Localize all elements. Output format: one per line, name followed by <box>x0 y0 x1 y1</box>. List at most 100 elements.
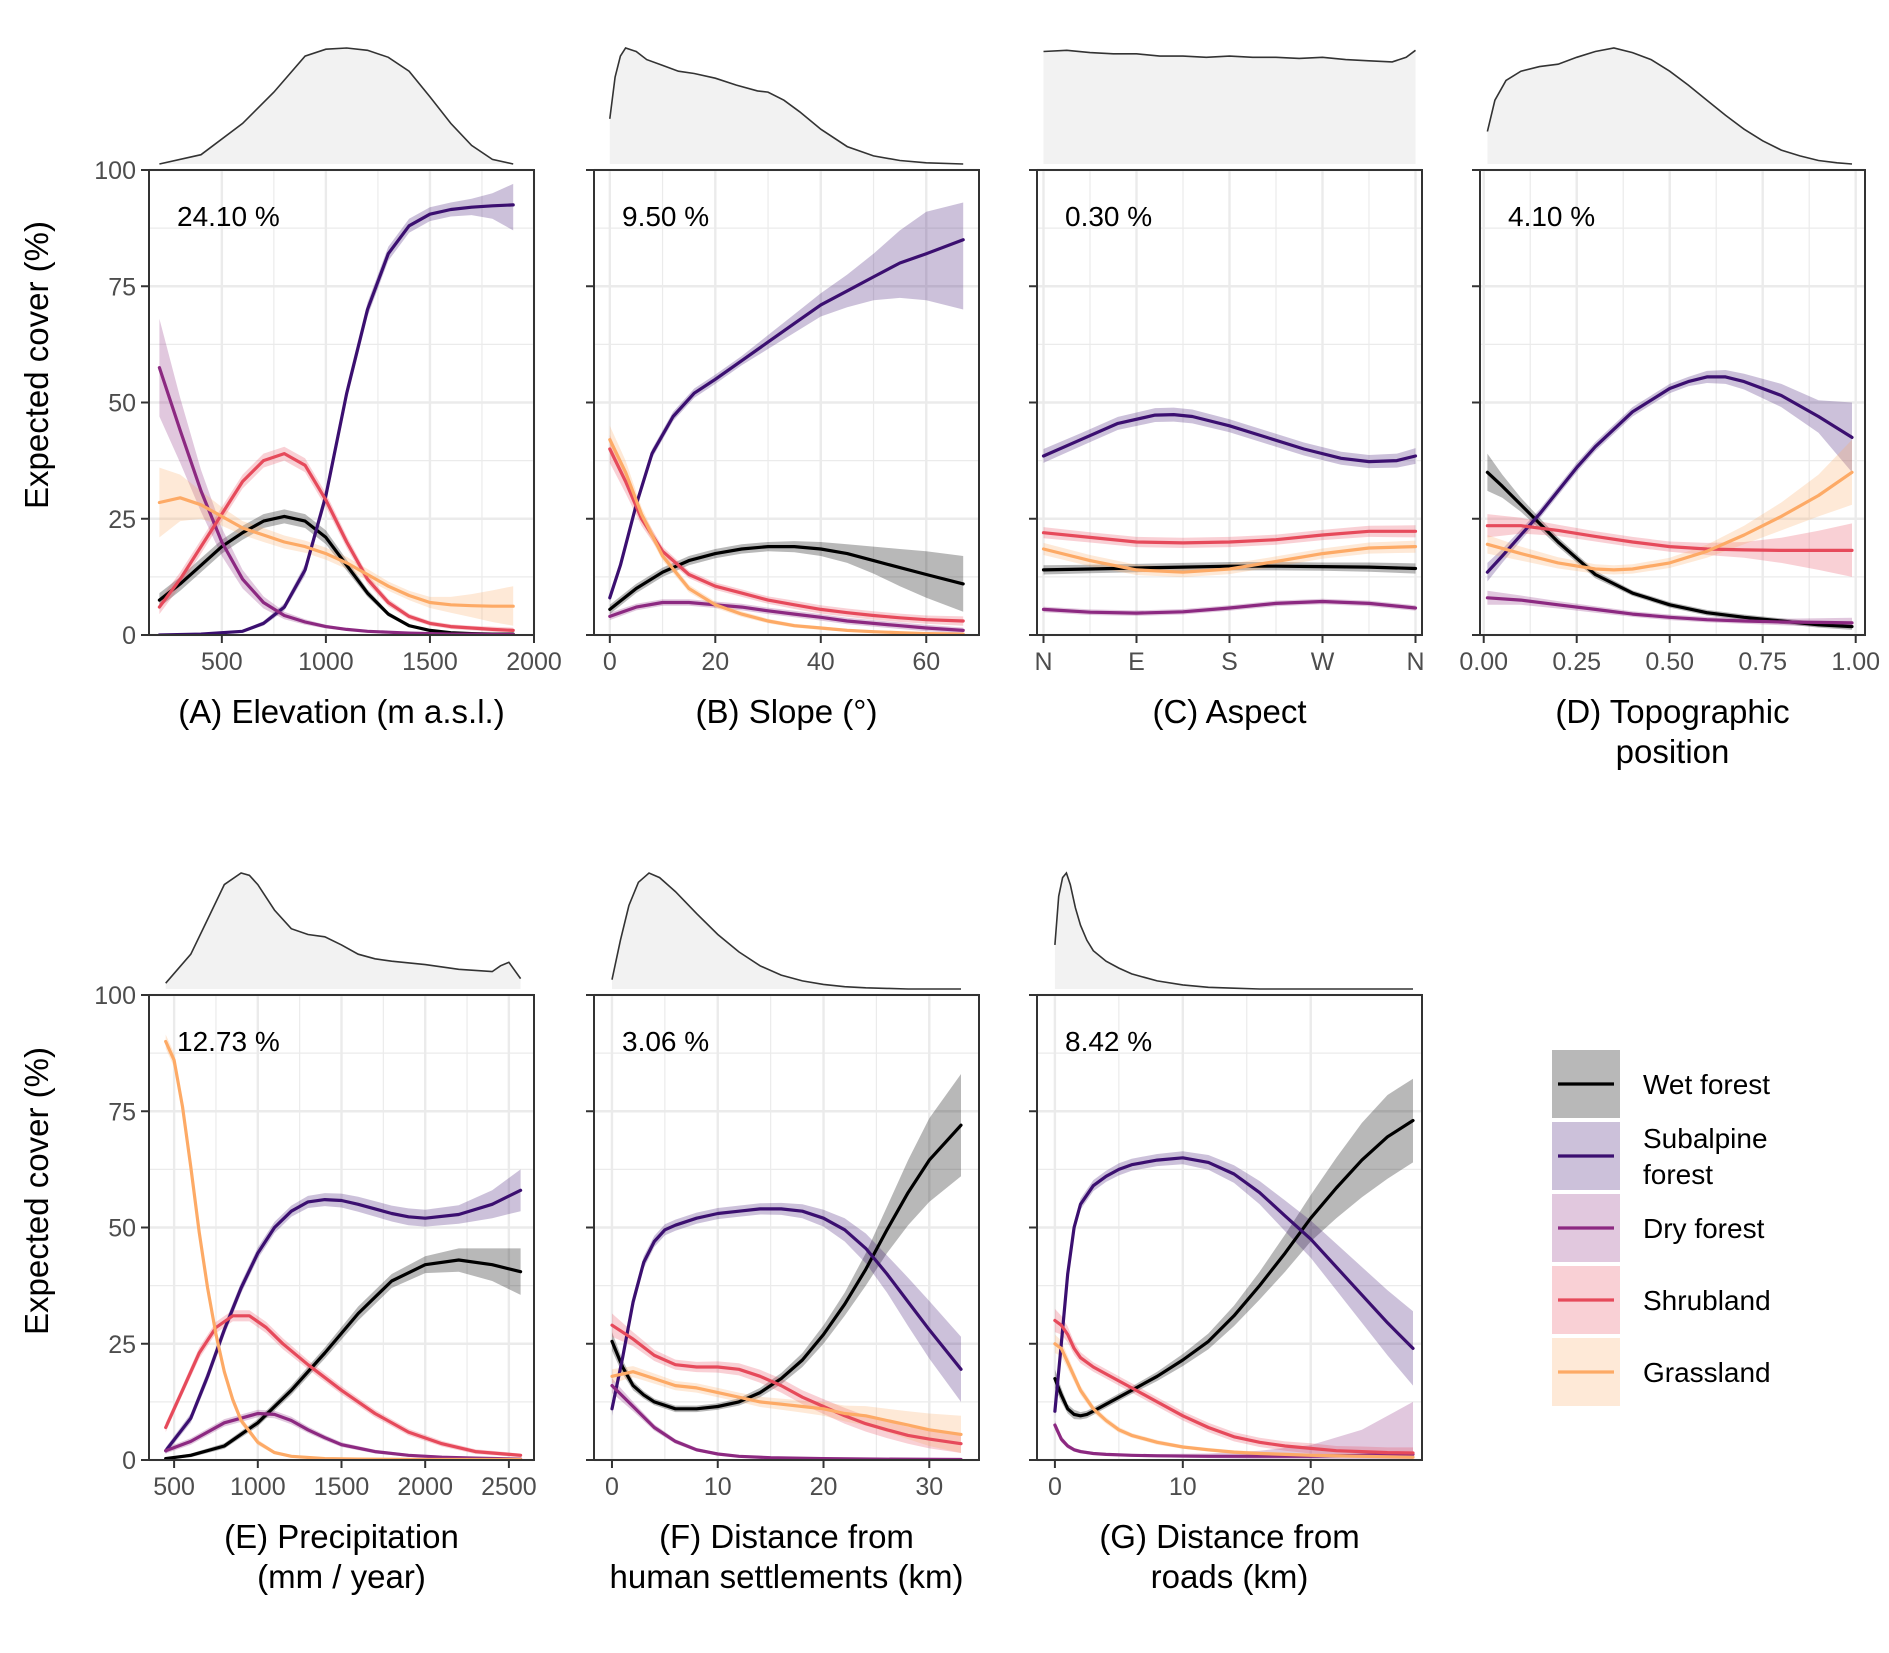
dry_forest-ribbon <box>159 318 514 635</box>
subalpine_forest-ribbon <box>1054 1151 1413 1419</box>
variable-importance-label: 9.50 % <box>622 201 709 232</box>
panel-E: 0 25 50 75 100 500 1000 1500 2000 2500 (E) Precipi… <box>94 872 537 1595</box>
x-tick-label: 0.25 <box>1552 648 1601 676</box>
series-layer <box>610 1074 963 1460</box>
legend-label: Dry forest <box>1643 1213 1765 1244</box>
grassland-line <box>1041 545 1418 574</box>
x-axis-title: (B) Slope (°) <box>696 693 878 730</box>
density-area <box>165 873 521 989</box>
x-axis-title: roads (km) <box>1151 1558 1309 1595</box>
grassland-ribbon <box>1487 439 1852 575</box>
wet_forest-ribbon <box>165 1248 521 1460</box>
grassland-line <box>1485 470 1854 572</box>
legend-item-subalpine-forest: Subalpine forest <box>1552 1122 1768 1190</box>
wet_forest-line <box>1053 1118 1415 1418</box>
x-tick-label: N <box>1034 648 1052 676</box>
x-axis-title: (mm / year) <box>257 1558 426 1595</box>
series-layer <box>1485 370 1854 630</box>
shrubland-line <box>1053 1318 1415 1455</box>
series-layer <box>1053 1078 1415 1460</box>
x-axis-title: position <box>1616 733 1730 770</box>
wet_forest-line <box>610 1123 963 1411</box>
x-tick-label: 0 <box>605 1473 619 1501</box>
x-tick-label: 20 <box>810 1473 838 1501</box>
dry_forest-line <box>1041 599 1418 615</box>
shrubland-line <box>1485 524 1854 552</box>
x-tick-label: 60 <box>912 648 940 676</box>
subalpine_forest-ribbon <box>609 202 964 603</box>
x-axis-title: (D) Topographic <box>1555 693 1789 730</box>
series-layer <box>164 1034 523 1460</box>
variable-importance-label: 0.30 % <box>1065 201 1152 232</box>
variable-importance-label: 12.73 % <box>177 1026 280 1057</box>
subalpine_forest-line <box>1485 375 1854 574</box>
x-axis-title: (A) Elevation (m a.s.l.) <box>178 693 504 730</box>
variable-importance-label: 4.10 % <box>1508 201 1595 232</box>
x-tick-label: 0.75 <box>1738 648 1787 676</box>
gridlines <box>1480 168 1865 637</box>
legend-label: Wet forest <box>1643 1069 1770 1100</box>
x-axis-title: (G) Distance from <box>1099 1518 1359 1555</box>
dry_forest-ribbon <box>1054 1401 1413 1460</box>
panel-D: 0.00 0.25 0.50 0.75 1.00 (D) Topographicposit… <box>1459 47 1880 770</box>
x-tick-label: 500 <box>201 648 243 676</box>
x-tick-label: 40 <box>807 648 835 676</box>
wet_forest-ribbon <box>1054 1078 1413 1420</box>
legend-label: Grassland <box>1643 1357 1771 1388</box>
x-axis-title: human settlements (km) <box>610 1558 964 1595</box>
variable-importance-label: 3.06 % <box>622 1026 709 1057</box>
x-tick-label: S <box>1221 648 1238 676</box>
subalpine_forest-ribbon <box>165 1169 521 1454</box>
x-tick-label: 0.50 <box>1645 648 1694 676</box>
density-line <box>1486 47 1853 165</box>
grassland-ribbon <box>159 467 514 626</box>
series-layer <box>1041 407 1418 616</box>
density-area <box>1054 873 1413 989</box>
x-tick-label: 10 <box>1169 1473 1197 1501</box>
legend-item-shrubland: Shrubland <box>1552 1266 1771 1334</box>
y-tick-label: 50 <box>108 1215 136 1243</box>
series-layer <box>608 202 965 635</box>
y-tick-label: 0 <box>122 622 136 650</box>
subalpine_forest-line <box>1053 1156 1415 1413</box>
wet_forest-line <box>1041 564 1418 572</box>
shrubland-line <box>157 452 515 632</box>
legend-item-grassland: Grassland <box>1552 1338 1771 1406</box>
density-area <box>612 873 961 989</box>
grassland-line <box>1053 1342 1415 1459</box>
x-axis-title: (C) Aspect <box>1152 693 1306 730</box>
x-tick-label: 2500 <box>481 1473 537 1501</box>
dry_forest-line <box>608 600 965 632</box>
x-tick-label: 30 <box>915 1473 943 1501</box>
wet_forest-line <box>608 545 965 611</box>
x-tick-label: N <box>1406 648 1424 676</box>
variable-importance-label: 24.10 % <box>177 201 280 232</box>
y-tick-label: 0 <box>122 1447 136 1475</box>
x-tick-label: 20 <box>1297 1473 1325 1501</box>
x-tick-label: 10 <box>704 1473 732 1501</box>
x-tick-label: 1500 <box>402 648 458 676</box>
shrubland-line <box>1041 529 1418 545</box>
x-tick-label: 1000 <box>230 1473 286 1501</box>
legend-label: Subalpine <box>1643 1123 1768 1154</box>
dry_forest-line <box>1485 596 1854 625</box>
x-tick-label: 0 <box>1048 1473 1062 1501</box>
density-line <box>159 47 514 165</box>
y-tick-label: 50 <box>108 390 136 418</box>
legend-item-dry-forest: Dry forest <box>1552 1194 1765 1262</box>
series-layer <box>157 183 515 635</box>
y-tick-label: 75 <box>108 273 136 301</box>
density-line <box>1054 871 1413 990</box>
y-axis-title-bottom: Expected cover (%) <box>18 1047 55 1335</box>
density-area <box>1043 50 1416 164</box>
x-tick-label: 500 <box>153 1473 195 1501</box>
legend-item-wet-forest: Wet forest <box>1552 1050 1770 1118</box>
x-tick-label: 2000 <box>506 648 562 676</box>
wet_forest-ribbon <box>612 1074 961 1413</box>
y-tick-label: 100 <box>94 157 136 185</box>
grassland-line <box>164 1039 523 1460</box>
x-tick-label: 1500 <box>314 1473 370 1501</box>
